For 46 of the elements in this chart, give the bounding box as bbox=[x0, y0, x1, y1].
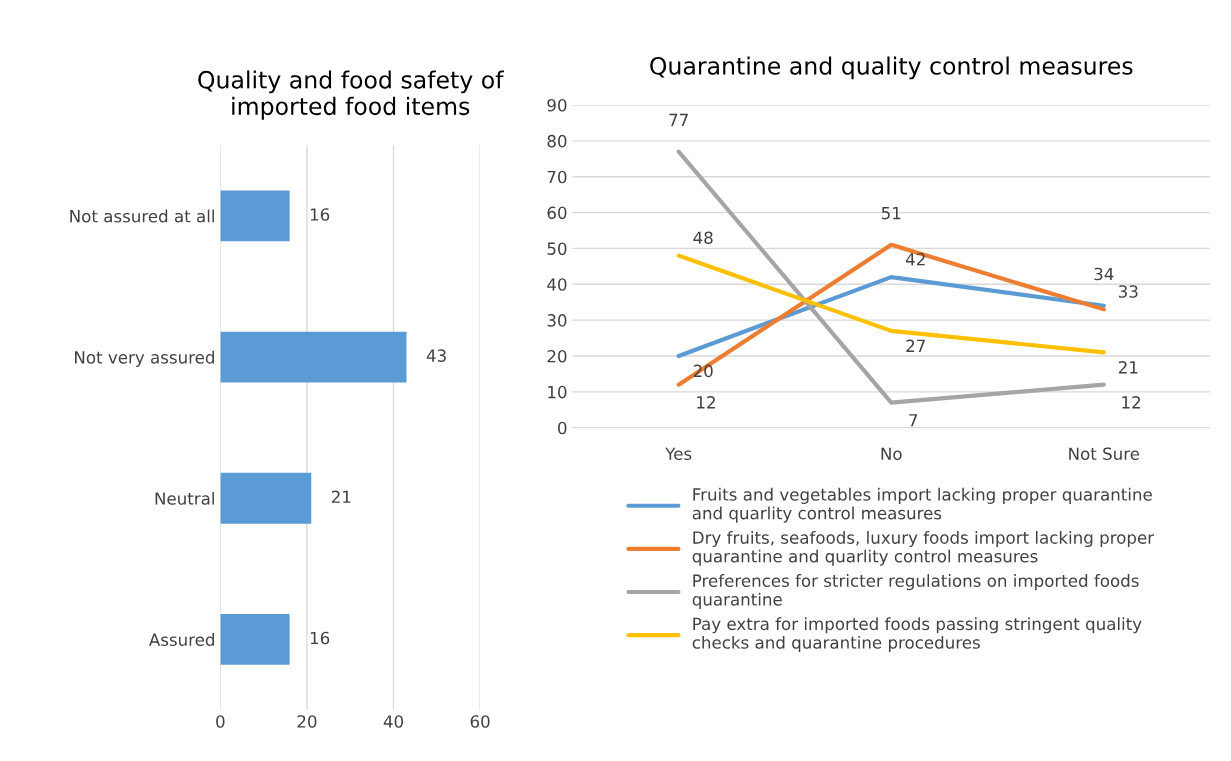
data-label: 12 bbox=[1122, 396, 1140, 409]
y-tick-label: 70 bbox=[547, 170, 567, 184]
data-label: 34 bbox=[1094, 267, 1114, 281]
y-tick-label: 80 bbox=[547, 134, 567, 148]
y-tick-label: Neutral bbox=[155, 491, 214, 505]
data-label: 21 bbox=[331, 490, 351, 503]
data-label: 12 bbox=[697, 396, 715, 409]
y-tick-label: 0 bbox=[558, 421, 567, 435]
x-tick-label: 20 bbox=[297, 715, 317, 728]
legend-label: Preferences for stricter regulations on imported foods quarantine bbox=[692, 574, 1139, 609]
data-label: 48 bbox=[693, 231, 713, 245]
y-tick-label: Not very assured bbox=[75, 350, 214, 367]
bar bbox=[220, 190, 290, 242]
legend-label: Fruits and vegetables import lacking proper quarantine and quarlity control measures bbox=[692, 487, 1152, 523]
bar bbox=[220, 331, 407, 383]
data-label: 33 bbox=[1118, 285, 1138, 298]
chart-title: Quarantine and quality control measures bbox=[650, 56, 1133, 80]
data-label: 51 bbox=[881, 207, 901, 220]
y-tick-label: 60 bbox=[547, 206, 567, 220]
y-tick-label: 90 bbox=[547, 98, 567, 112]
data-label: 77 bbox=[669, 113, 688, 126]
legend-label: Pay extra for imported foods passing stringent quality checks and quarantine procedures bbox=[692, 617, 1142, 653]
x-tick-label: Yes bbox=[665, 447, 692, 461]
legend-label: Dry fruits, seafoods, luxury foods import lacking proper quarantine and quarlity control measures bbox=[692, 530, 1155, 566]
y-tick-label: Not assured at all bbox=[70, 209, 214, 223]
data-label: 16 bbox=[310, 208, 330, 221]
y-tick-label: 50 bbox=[547, 242, 567, 255]
data-label: 43 bbox=[426, 349, 446, 362]
y-tick-label: Assured bbox=[148, 633, 214, 646]
data-label: 42 bbox=[905, 252, 925, 266]
x-tick-label: 60 bbox=[470, 715, 490, 728]
y-tick-label: 10 bbox=[548, 385, 567, 399]
x-tick-label: 40 bbox=[383, 715, 404, 728]
x-tick-label: 0 bbox=[216, 715, 225, 728]
x-tick-label: Not Sure bbox=[1069, 447, 1140, 461]
y-tick-label: 20 bbox=[547, 349, 567, 363]
data-label: 27 bbox=[906, 339, 925, 352]
data-label: 16 bbox=[310, 631, 330, 645]
y-tick-label: 30 bbox=[547, 314, 567, 327]
y-tick-label: 40 bbox=[547, 278, 567, 291]
data-label: 7 bbox=[909, 414, 918, 427]
bar bbox=[220, 614, 290, 665]
chart-title: Quality and food safety of imported food items bbox=[198, 70, 504, 120]
bar bbox=[220, 472, 312, 524]
x-tick-label: No bbox=[881, 447, 902, 461]
data-label: 21 bbox=[1118, 361, 1138, 374]
